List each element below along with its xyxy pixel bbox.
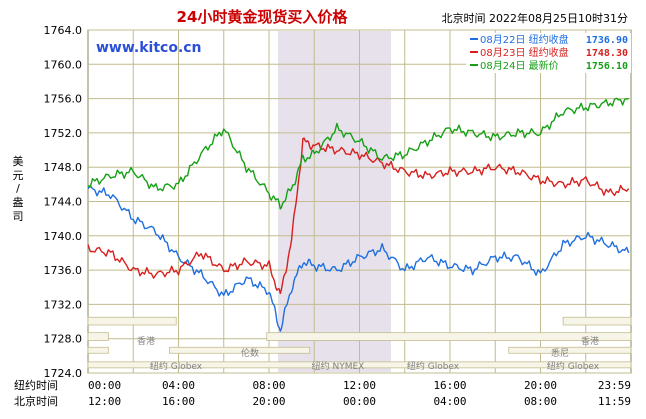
- legend-entry-2: 08月23日 纽约收盘 1748.30: [470, 46, 628, 59]
- x-tick-label-beijing: 11:59: [598, 395, 631, 408]
- series-layer: [87, 97, 630, 332]
- session-bars: [87, 316, 632, 369]
- session-bar: [87, 332, 109, 341]
- y-tick-label: 1732.0: [44, 298, 83, 311]
- session-bar: [169, 346, 311, 354]
- series-line-3: [87, 97, 629, 210]
- session-bar: [508, 346, 632, 354]
- session-bar: [87, 316, 177, 326]
- legend-value: 1736.90: [586, 35, 628, 46]
- y-tick-label: 1724.0: [44, 367, 83, 380]
- y-label-char: 美: [13, 155, 24, 168]
- x-tick-label-beijing: 00:00: [343, 395, 376, 408]
- x-tick-label-beijing: 16:00: [162, 395, 195, 408]
- y-tick-label: 1748.0: [44, 161, 83, 174]
- session-labels: 香港 香港 伦数 悉尼 纽约 Globex 纽约 NYMEX 纽约 Globex…: [137, 335, 600, 372]
- session-label-hongkong: 香港: [137, 335, 155, 347]
- chart-title: 24小时黄金现货买入价格: [177, 8, 349, 26]
- y-tick-label: 1740.0: [44, 230, 83, 243]
- y-tick-labels: 1764.0 1760.0 1756.0 1752.0 1748.0 1744.0 1740…: [44, 24, 83, 380]
- x-tick-label-newyork: 08:00: [252, 379, 285, 392]
- session-label-hongkong: 香港: [581, 335, 599, 347]
- session-bar: [87, 361, 632, 369]
- x-tick-label-newyork: 16:00: [433, 379, 466, 392]
- legend-entry-1: 08月22日 纽约收盘 1736.90: [470, 33, 628, 46]
- x-axis-label-beijing: 北京时间: [14, 394, 58, 408]
- x-tick-label-newyork: 04:00: [162, 379, 195, 392]
- y-tick-label: 1736.0: [44, 264, 83, 277]
- legend-value: 1748.30: [586, 48, 628, 59]
- y-label-char: 元: [13, 169, 24, 182]
- gridlines: [88, 29, 631, 374]
- session-label-globex: 纽约 Globex: [407, 360, 460, 372]
- legend-box: [466, 33, 631, 73]
- legend-label: 08月24日 最新价: [480, 59, 559, 72]
- header-beijing-time: 北京时间 2022年08月25日10时31分: [442, 11, 628, 25]
- session-label-globex: 纽约 Globex: [150, 360, 203, 372]
- y-tick-label: 1752.0: [44, 127, 83, 140]
- y-tick-label: 1764.0: [44, 24, 83, 37]
- x-tick-label-newyork: 20:00: [524, 379, 557, 392]
- legend: 08月22日 纽约收盘 1736.90 08月23日 纽约收盘 1748.30 …: [466, 33, 631, 73]
- x-tick-label-beijing: 12:00: [88, 395, 121, 408]
- x-tick-label-beijing: 04:00: [433, 395, 466, 408]
- series-line-2: [87, 137, 630, 295]
- x-tick-label-beijing: 08:00: [524, 395, 557, 408]
- session-bar: [87, 346, 109, 354]
- y-tick-label: 1756.0: [44, 93, 83, 106]
- y-tick-label: 1760.0: [44, 58, 83, 71]
- y-tick-label: 1728.0: [44, 333, 83, 346]
- legend-label: 08月22日 纽约收盘: [480, 33, 569, 46]
- x-tick-labels: 00:00 12:00 04:00 16:00 08:00 20:00 12:00 00:00…: [88, 379, 631, 408]
- y-label-char: /: [16, 182, 20, 195]
- x-axis-label-newyork: 纽约时间: [14, 378, 58, 392]
- session-label-sydney: 悉尼: [551, 347, 569, 359]
- y-tick-label: 1744.0: [44, 196, 83, 209]
- y-axis-label: 美 元 / 盎 司: [13, 155, 24, 223]
- legend-value: 1756.10: [586, 61, 628, 72]
- session-bar: [562, 316, 632, 326]
- legend-label: 08月23日 纽约收盘: [480, 46, 569, 59]
- y-label-char: 司: [13, 210, 24, 223]
- x-tick-label-newyork: 00:00: [88, 379, 121, 392]
- session-label-london: 伦数: [241, 347, 259, 359]
- kitco-watermark: www.kitco.cn: [96, 40, 202, 56]
- session-label-globex: 纽约 Globex: [547, 360, 600, 372]
- y-label-char: 盎: [13, 195, 24, 209]
- x-tick-label-beijing: 20:00: [252, 395, 285, 408]
- session-bar: [266, 332, 632, 341]
- legend-entry-3: 08月24日 最新价 1756.10: [470, 59, 628, 72]
- x-tick-label-newyork: 23:59: [598, 379, 631, 392]
- x-tick-label-newyork: 12:00: [343, 379, 376, 392]
- session-label-nymex: 纽约 NYMEX: [312, 360, 365, 372]
